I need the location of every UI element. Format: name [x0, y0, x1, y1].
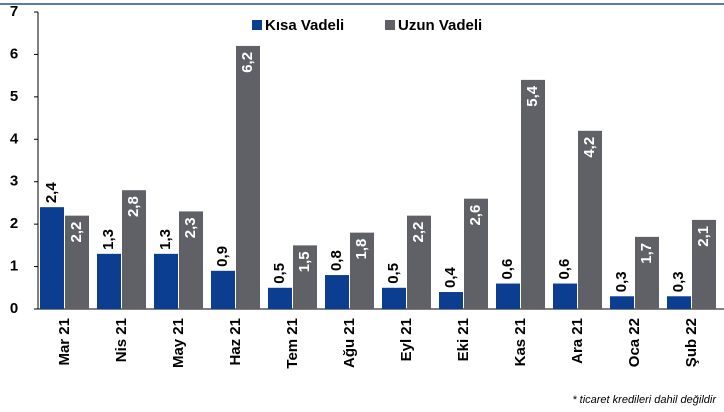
value-label: 0,6: [499, 259, 516, 280]
bar: [692, 219, 716, 309]
legend-swatch: [252, 20, 262, 30]
x-tick-label: Şub 22: [683, 318, 700, 367]
value-label: 1,7: [638, 243, 655, 264]
value-label: 4,2: [581, 137, 598, 158]
bar: [407, 215, 431, 309]
value-label: 0,5: [385, 263, 402, 284]
value-label: 1,3: [100, 229, 117, 250]
y-tick-label: 5: [10, 88, 18, 105]
x-tick-label: Haz 21: [227, 318, 244, 366]
bar: [464, 198, 488, 309]
x-tick-label: Oca 22: [626, 318, 643, 367]
y-tick-label: 0: [10, 300, 18, 317]
bar: [439, 292, 463, 309]
bar: [325, 275, 349, 309]
bar: [293, 245, 317, 309]
y-tick-label: 3: [10, 173, 18, 190]
bar: [667, 296, 691, 309]
value-label: 2,1: [695, 226, 712, 247]
bar: [382, 287, 406, 309]
value-label: 5,4: [524, 85, 541, 107]
bar: [40, 207, 64, 309]
value-label: 0,4: [442, 267, 459, 289]
y-tick-label: 7: [10, 3, 18, 20]
value-label: 1,3: [157, 229, 174, 250]
value-label: 2,2: [410, 222, 427, 243]
value-label: 2,6: [467, 205, 484, 226]
bar: [211, 270, 235, 309]
x-tick-label: Mar 21: [56, 318, 73, 366]
y-tick-label: 1: [10, 258, 18, 275]
annotation: * ticaret kredileri dahil değildir: [572, 394, 717, 406]
y-tick-label: 2: [10, 215, 18, 232]
value-label: 2,2: [68, 222, 85, 243]
value-label: 1,5: [296, 251, 313, 272]
bar: [496, 283, 520, 309]
x-tick-label: May 21: [170, 318, 187, 368]
value-label: 2,3: [182, 217, 199, 238]
value-label: 0,8: [328, 250, 345, 271]
value-label: 0,3: [670, 271, 687, 292]
bar: [350, 232, 374, 309]
value-label: 0,9: [214, 246, 231, 267]
x-tick-label: Nis 21: [113, 318, 130, 362]
x-tick-label: Ara 21: [569, 318, 586, 364]
bar: [97, 253, 121, 309]
bar: [553, 283, 577, 309]
bar: [236, 45, 260, 309]
x-tick-label: Kas 21: [512, 318, 529, 366]
bar: [122, 190, 146, 309]
bar: [268, 287, 292, 309]
bar: [154, 253, 178, 309]
x-tick-label: Ağu 21: [341, 318, 358, 368]
value-label: 0,3: [613, 271, 630, 292]
x-tick-label: Eki 21: [455, 318, 472, 361]
x-tick-label: Tem 21: [284, 318, 301, 369]
value-label: 0,6: [556, 259, 573, 280]
y-tick-label: 4: [10, 130, 19, 147]
legend-label: Kısa Vadeli: [265, 17, 344, 34]
bar: [610, 296, 634, 309]
bar: [521, 79, 545, 309]
bar: [179, 211, 203, 309]
value-label: 2,8: [125, 196, 142, 217]
bar: [578, 130, 602, 309]
value-label: 2,4: [43, 182, 60, 204]
value-label: 6,2: [239, 52, 256, 73]
legend-label: Uzun Vadeli: [398, 17, 482, 34]
bar: [65, 215, 89, 309]
value-label: 0,5: [271, 263, 288, 284]
y-tick-label: 6: [10, 45, 18, 62]
legend-swatch: [385, 20, 395, 30]
value-label: 1,8: [353, 239, 370, 260]
bar: [635, 236, 659, 309]
x-tick-label: Eyl 21: [398, 318, 415, 361]
